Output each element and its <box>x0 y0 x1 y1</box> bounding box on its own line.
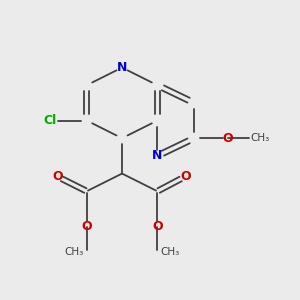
Text: N: N <box>117 61 127 74</box>
Text: O: O <box>152 220 163 233</box>
Text: O: O <box>180 170 190 183</box>
Text: O: O <box>81 220 92 233</box>
Text: N: N <box>152 149 163 162</box>
Text: O: O <box>52 170 63 183</box>
Text: CH₃: CH₃ <box>64 248 84 257</box>
Text: CH₃: CH₃ <box>250 133 269 143</box>
Text: O: O <box>223 132 233 145</box>
Text: Cl: Cl <box>43 114 56 127</box>
Text: CH₃: CH₃ <box>160 248 180 257</box>
